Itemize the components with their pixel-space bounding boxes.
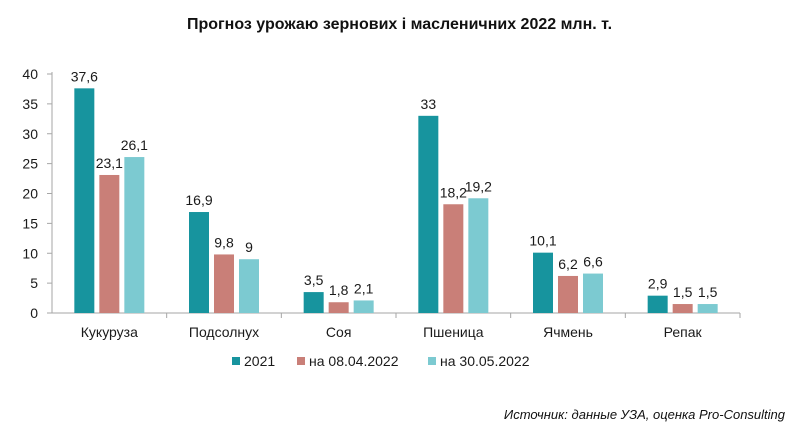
bar [328,302,349,313]
y-tick-label: 20 [22,186,38,202]
x-tick-label: Подсолнух [189,324,259,340]
bar [239,259,259,313]
x-tick-label: Пшеница [423,324,484,340]
bar [533,252,553,313]
bars [74,88,718,313]
x-tick-label: Кукуруза [81,324,138,340]
data-label: 3,5 [304,272,324,288]
data-label: 2,9 [648,276,668,292]
data-label: 37,6 [71,68,98,84]
y-tick-label: 35 [22,96,38,112]
data-label: 10,1 [529,233,556,249]
bar [672,304,693,313]
legend-swatch [232,357,240,365]
data-label: 1,8 [329,282,349,298]
y-tick-label: 40 [22,66,38,82]
data-label: 23,1 [96,155,123,171]
data-label: 2,1 [354,280,374,296]
data-label: 1,5 [698,284,718,300]
bar [303,292,324,313]
legend-swatch [297,357,305,365]
source-note: Источник: данные УЗА, оценка Pro-Consult… [503,407,785,422]
bar [468,198,489,313]
legend-label: на 30.05.2022 [440,353,530,369]
legend: 2021 на 08.04.2022 на 30.05.2022 [232,353,530,369]
y-tick-label: 0 [30,305,38,321]
y-tick-label: 10 [22,245,38,261]
y-tick-label: 15 [22,215,38,231]
bar [697,304,718,313]
data-label: 33 [421,96,437,112]
bar [353,300,374,313]
y-tick-label: 30 [22,126,38,142]
data-label: 6,2 [558,256,578,272]
x-tick-label: Репак [664,324,703,340]
data-label: 6,6 [583,254,603,270]
bar [124,157,145,313]
legend-label: 2021 [244,353,275,369]
bar [583,273,603,313]
x-tick-label: Соя [326,324,351,340]
bar [647,295,668,313]
y-tick-label: 5 [30,275,38,291]
data-label: 9,8 [214,234,234,250]
bar [74,88,95,313]
axes: 0 5 10 15 20 25 30 35 40 Кукуруза Подсолнух Соя Пшен… [22,66,741,340]
bar [418,115,439,313]
bar [443,204,464,313]
data-label: 18,2 [440,184,467,200]
data-label: 19,2 [465,178,492,194]
bar [558,275,578,313]
legend-label: на 08.04.2022 [309,353,399,369]
chart-title: Прогноз урожаю зернових і масленичних 20… [186,16,613,33]
x-tick-label: Ячмень [543,324,593,340]
bar [189,212,209,313]
data-label: 1,5 [673,284,693,300]
data-label: 9 [245,239,253,255]
bar [214,254,234,313]
data-label: 16,9 [185,192,212,208]
y-tick-label: 25 [22,156,38,172]
data-labels: 37,6 23,1 26,1 16,9 9,8 9 3,5 1,8 2,1 33 18,219,2 1… [71,68,718,300]
bar [99,174,120,313]
data-label: 26,1 [121,137,148,153]
legend-swatch [428,357,436,365]
